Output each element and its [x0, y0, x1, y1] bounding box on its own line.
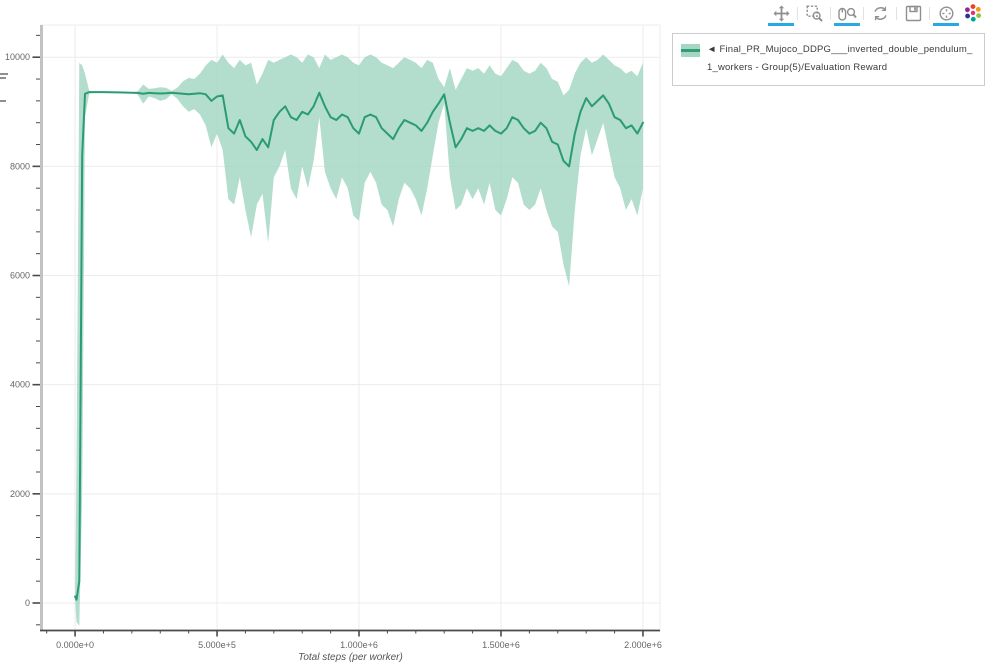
legend-swatch-line — [681, 49, 700, 52]
hover-icon — [938, 5, 955, 22]
legend-label-line1: ◄ Final_PR_Mujoco_DDPG___inverted_double… — [707, 44, 973, 55]
legend-label-line2: 1_workers - Group(5)/Evaluation Reward — [707, 62, 888, 73]
y-axis-title-fragment — [0, 100, 6, 102]
confidence-band — [75, 54, 644, 626]
y-tick-label: 0 — [25, 598, 30, 608]
x-tick-label: 5.000e+5 — [198, 640, 236, 650]
x-tick-label: 0.000e+0 — [56, 640, 94, 650]
reset-tool[interactable] — [869, 4, 891, 22]
plot: 0.000e+0 5.000e+5 1.000e+6 1.500e+6 2.000e+6… — [5, 24, 662, 650]
toolbar — [768, 3, 983, 26]
wheel-zoom-icon — [837, 5, 857, 22]
pan-tool[interactable] — [768, 4, 794, 26]
box-zoom-tool[interactable] — [803, 4, 825, 22]
legend: ◄ Final_PR_Mujoco_DDPG___inverted_double… — [672, 33, 985, 86]
toolbar-separator — [797, 6, 798, 20]
y-tick-label: 2000 — [10, 489, 30, 499]
x-tick-label: 1.500e+6 — [482, 640, 520, 650]
y-tick-label: 10000 — [5, 52, 30, 62]
hover-tool[interactable] — [933, 4, 959, 26]
y-axis-title-fragment — [0, 73, 8, 75]
plot-canvas[interactable] — [41, 25, 660, 630]
reset-icon — [872, 5, 889, 22]
mean-line — [74, 91, 644, 601]
y-tick-label: 4000 — [10, 380, 30, 390]
y-tick-label: 6000 — [10, 271, 30, 281]
legend-swatch — [681, 44, 700, 57]
save-icon — [905, 5, 922, 22]
toolbar-separator — [863, 6, 864, 20]
y-tick-label: 8000 — [10, 161, 30, 171]
wheel-zoom-tool[interactable] — [834, 4, 860, 26]
toolbar-separator — [896, 6, 897, 20]
toolbar-separator — [929, 6, 930, 20]
legend-item[interactable]: ◄ Final_PR_Mujoco_DDPG___inverted_double… — [681, 41, 974, 77]
box-zoom-icon — [806, 5, 823, 22]
x-axis-title: Total steps (per worker) — [298, 652, 403, 663]
pan-icon — [773, 5, 790, 22]
bokeh-logo[interactable] — [962, 3, 983, 23]
x-tick-label: 1.000e+6 — [340, 640, 378, 650]
toolbar-separator — [830, 6, 831, 20]
y-axis-title-fragment — [0, 77, 6, 79]
x-tick-label: 2.000e+6 — [624, 640, 662, 650]
save-tool[interactable] — [902, 4, 924, 22]
legend-label: ◄ Final_PR_Mujoco_DDPG___inverted_double… — [707, 41, 973, 77]
